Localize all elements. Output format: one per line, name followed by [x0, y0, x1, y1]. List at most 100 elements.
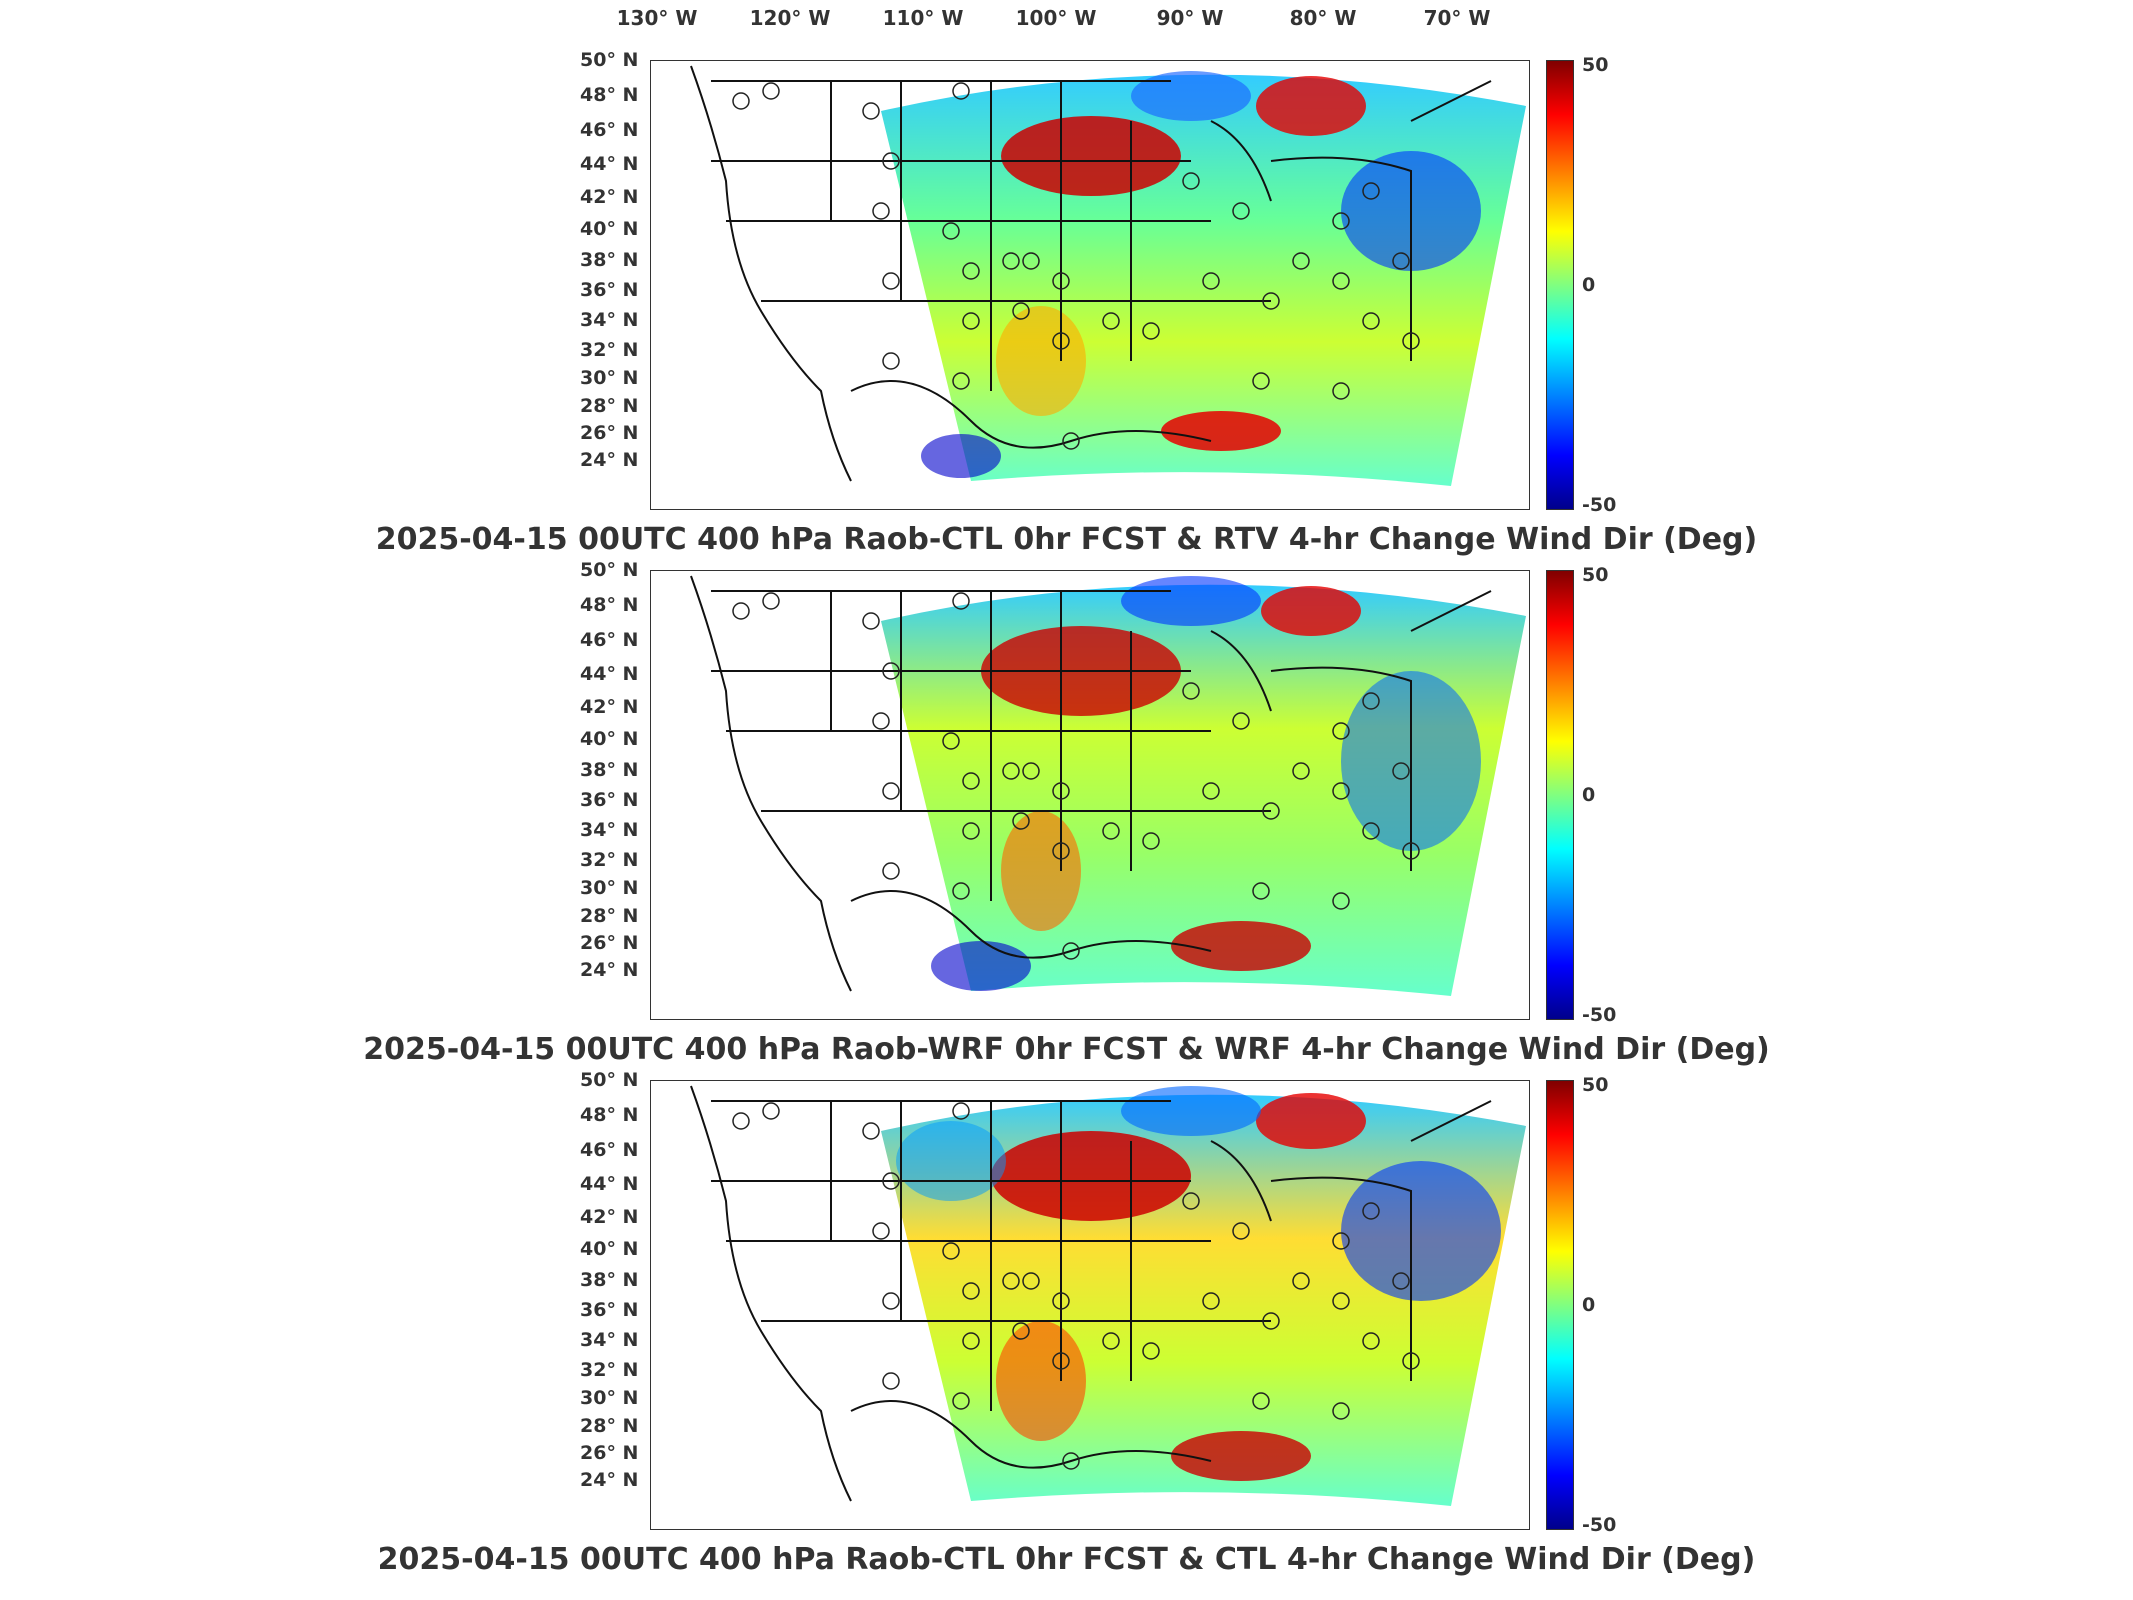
cold-anomaly — [896, 1121, 1006, 1201]
lat-label: 40° N — [580, 1238, 639, 1260]
lon-label: 70° W — [1423, 6, 1491, 30]
lat-label: 24° N — [580, 449, 639, 471]
lat-label: 38° N — [580, 1269, 639, 1291]
lat-label: 24° N — [580, 959, 639, 981]
lat-label: 32° N — [580, 1359, 639, 1381]
lat-label: 48° N — [580, 84, 639, 106]
station-marker — [1062, 1452, 1080, 1470]
station-marker — [1022, 1272, 1040, 1290]
station-marker — [882, 1372, 900, 1390]
cold-anomaly — [1341, 1161, 1501, 1301]
colorbar-min: -50 — [1582, 1004, 1617, 1026]
state-boundaries — [690, 65, 1492, 482]
station-marker — [1012, 1322, 1030, 1340]
station-marker — [1012, 302, 1030, 320]
station-marker — [1332, 1292, 1350, 1310]
warm-anomaly — [1171, 921, 1311, 971]
station-marker — [732, 602, 750, 620]
warm-anomaly — [1261, 586, 1361, 636]
station-marker — [1002, 252, 1020, 270]
warm-anomaly — [1171, 1431, 1311, 1481]
station-marker — [1292, 1272, 1310, 1290]
warm-anomaly — [1256, 76, 1366, 136]
lat-label: 32° N — [580, 339, 639, 361]
station-marker — [732, 92, 750, 110]
station-marker — [1052, 1292, 1070, 1310]
map-frame — [650, 570, 1530, 1020]
lon-label: 130° W — [616, 6, 698, 30]
station-marker — [1362, 1202, 1380, 1220]
station-marker — [952, 82, 970, 100]
lat-label: 28° N — [580, 905, 639, 927]
cold-anomaly — [931, 941, 1031, 991]
lat-label: 46° N — [580, 119, 639, 141]
station-marker — [1052, 272, 1070, 290]
station-marker — [1362, 822, 1380, 840]
cold-anomaly — [1131, 71, 1251, 121]
lat-label: 40° N — [580, 728, 639, 750]
lon-label: 80° W — [1289, 6, 1357, 30]
station-marker — [882, 782, 900, 800]
station-marker — [1332, 212, 1350, 230]
station-marker — [1202, 1292, 1220, 1310]
colorbar — [1546, 60, 1574, 510]
station-marker — [1062, 942, 1080, 960]
lat-label: 24° N — [580, 1469, 639, 1491]
station-marker — [1292, 252, 1310, 270]
station-marker — [882, 152, 900, 170]
lat-label: 42° N — [580, 1206, 639, 1228]
lat-label: 30° N — [580, 877, 639, 899]
station-marker — [1292, 762, 1310, 780]
station-marker — [1002, 1272, 1020, 1290]
colorbar-mid: 0 — [1582, 784, 1596, 806]
station-marker — [1232, 712, 1250, 730]
station-marker — [1022, 762, 1040, 780]
station-marker — [1402, 1352, 1420, 1370]
station-marker — [1392, 252, 1410, 270]
cold-anomaly — [921, 434, 1001, 478]
station-marker — [1332, 272, 1350, 290]
lat-label: 38° N — [580, 249, 639, 271]
station-marker — [1332, 1232, 1350, 1250]
lon-label: 120° W — [749, 6, 831, 30]
colorbar — [1546, 1080, 1574, 1530]
warm-anomaly — [996, 306, 1086, 416]
station-marker — [1182, 1192, 1200, 1210]
lat-label: 44° N — [580, 663, 639, 685]
colorbar-min: -50 — [1582, 1514, 1617, 1536]
station-marker — [1232, 1222, 1250, 1240]
lat-label: 32° N — [580, 849, 639, 871]
station-marker — [1362, 312, 1380, 330]
lat-label: 50° N — [580, 559, 639, 581]
colorbar-min: -50 — [1582, 494, 1617, 516]
station-marker — [1402, 842, 1420, 860]
warm-anomaly — [991, 1131, 1191, 1221]
station-marker — [1252, 1392, 1270, 1410]
station-marker — [872, 712, 890, 730]
station-marker — [962, 1332, 980, 1350]
lon-label: 110° W — [882, 6, 964, 30]
lat-label: 36° N — [580, 1299, 639, 1321]
station-marker — [1262, 802, 1280, 820]
state-boundaries — [690, 1085, 1492, 1502]
lat-label: 44° N — [580, 153, 639, 175]
station-marker — [882, 862, 900, 880]
station-marker — [1062, 432, 1080, 450]
station-marker — [1332, 722, 1350, 740]
cold-anomaly — [1121, 576, 1261, 626]
map-panel-1: 50° N 48° N 46° N 44° N 42° N 40° N 38° … — [0, 49, 2133, 570]
station-marker — [1392, 1272, 1410, 1290]
station-marker — [952, 882, 970, 900]
station-marker — [952, 1102, 970, 1120]
state-boundaries — [690, 575, 1492, 992]
warm-anomaly — [1256, 1093, 1366, 1149]
map-svg — [690, 1085, 1526, 1506]
station-marker — [1392, 762, 1410, 780]
station-marker — [882, 1172, 900, 1190]
lat-label: 34° N — [580, 819, 639, 841]
lat-label: 26° N — [580, 422, 639, 444]
station-marker — [1142, 322, 1160, 340]
lat-label: 38° N — [580, 759, 639, 781]
station-marker — [872, 1222, 890, 1240]
station-marker — [882, 662, 900, 680]
